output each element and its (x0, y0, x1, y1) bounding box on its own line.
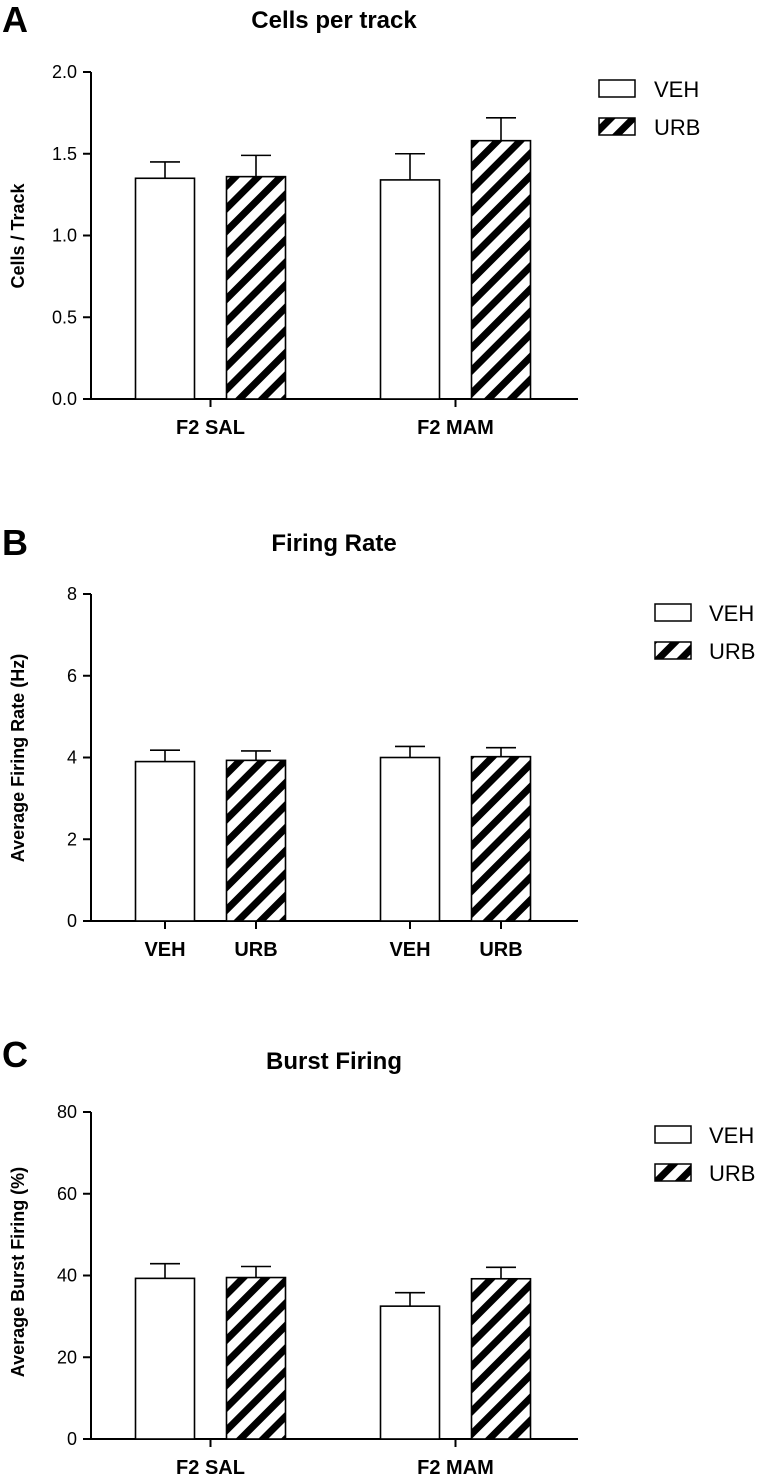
x-tick-label: URB (234, 939, 277, 961)
y-tick-label: 2.0 (52, 62, 77, 82)
y-tick-label: 4 (67, 748, 77, 768)
legend-swatch-urb (654, 1163, 692, 1182)
y-axis-label: Average Firing Rate (Hz) (8, 654, 28, 862)
panel-letter: B (2, 522, 28, 563)
legend-label-urb: URB (709, 639, 755, 664)
bars (134, 116, 532, 400)
x-tick-label: F2 MAM (417, 1457, 494, 1478)
legend-swatch-veh (654, 603, 692, 622)
chart-title: Burst Firing (266, 1048, 402, 1075)
legend-swatch-urb (598, 117, 636, 136)
panel-a: A Cells per track Cells / Track 0.0 0.5 1.… (2, 0, 700, 439)
x-tick-label: F2 SAL (176, 1457, 245, 1478)
bar-urb-f2-mam (470, 755, 532, 922)
bars (134, 745, 532, 922)
panel-letter: A (2, 0, 28, 40)
y-tick-label: 1.5 (52, 144, 77, 164)
bar-veh-f2-mam (379, 179, 441, 400)
legend: VEH URB (654, 1123, 755, 1186)
y-tick-label: 0 (67, 1429, 77, 1449)
x-tick-labels: VEH URB VEH URB (144, 939, 522, 961)
y-tick-label: 8 (67, 584, 77, 604)
chart-title: Cells per track (251, 7, 417, 34)
chart-title: Firing Rate (271, 530, 396, 557)
x-tick-labels: F2 SAL F2 MAM (176, 417, 494, 439)
y-axis-label: Average Burst Firing (%) (8, 1167, 28, 1377)
legend: VEH URB (654, 601, 755, 664)
y-tick-label: 40 (57, 1266, 77, 1286)
bars (134, 1262, 532, 1440)
bar-urb-f2-mam (470, 1277, 532, 1440)
bar-veh-f2-sal (134, 760, 196, 922)
legend-label-veh: VEH (654, 77, 699, 102)
y-tick-label: 60 (57, 1184, 77, 1204)
panel-letter: C (2, 1034, 28, 1075)
bar-urb-f2-sal (225, 1276, 287, 1440)
legend-swatch-veh (598, 79, 636, 98)
legend-label-veh: VEH (709, 601, 754, 626)
x-tick-label: VEH (389, 939, 430, 961)
bar-veh-f2-mam (379, 756, 441, 922)
y-tick-label: 0.0 (52, 389, 77, 409)
legend-label-urb: URB (709, 1161, 755, 1186)
x-tick-label: F2 MAM (417, 417, 494, 439)
y-tick-label: 6 (67, 666, 77, 686)
legend-swatch-veh (654, 1125, 692, 1144)
y-tick-label: 20 (57, 1347, 77, 1367)
x-tick-label: URB (479, 939, 522, 961)
bar-veh-f2-sal (134, 1277, 196, 1440)
y-tick-label: 80 (57, 1102, 77, 1122)
bar-urb-f2-sal (225, 759, 287, 922)
bar-urb-f2-mam (470, 139, 532, 400)
x-tick-label: F2 SAL (176, 417, 245, 439)
bar-veh-f2-sal (134, 177, 196, 400)
y-axis-label: Cells / Track (8, 182, 28, 288)
x-tick-label: VEH (144, 939, 185, 961)
legend-swatch-urb (654, 641, 692, 660)
panel-b: B Firing Rate Average Firing Rate (Hz) 0… (2, 522, 755, 961)
y-tick-label: 0.5 (52, 307, 77, 327)
legend-label-veh: VEH (709, 1123, 754, 1148)
bar-veh-f2-mam (379, 1305, 441, 1440)
legend-label-urb: URB (654, 115, 700, 140)
x-tick-labels: F2 SAL F2 MAM (176, 1457, 494, 1478)
y-tick-label: 1.0 (52, 226, 77, 246)
bar-urb-f2-sal (225, 175, 287, 400)
y-tick-label: 0 (67, 911, 77, 931)
legend: VEH URB (598, 77, 700, 140)
y-tick-label: 2 (67, 829, 77, 849)
panel-c: C Burst Firing Average Burst Firing (%) … (2, 1034, 755, 1478)
